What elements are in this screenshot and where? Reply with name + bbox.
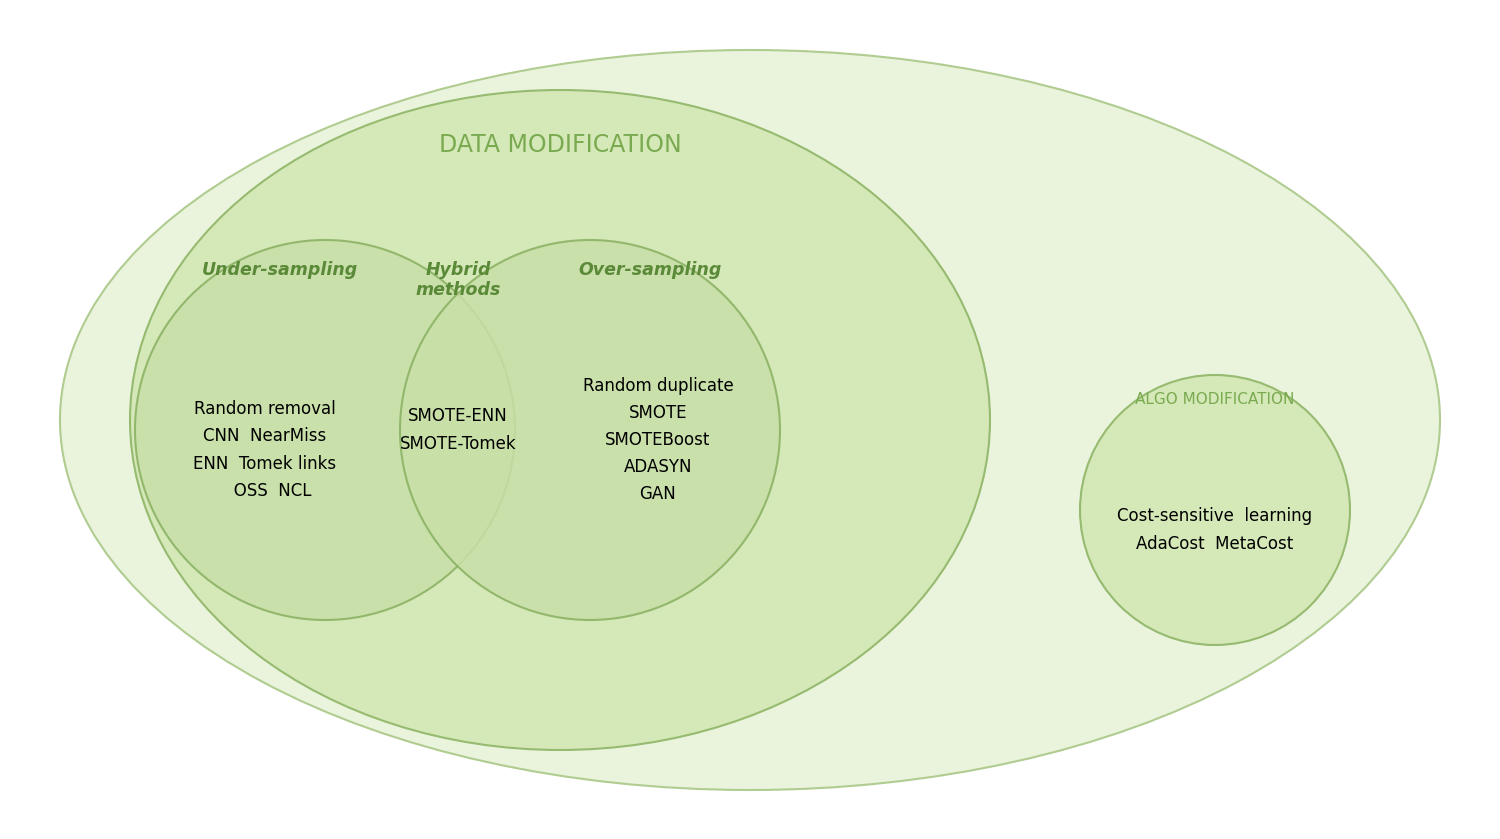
Text: Random duplicate
SMOTE
SMOTEBoost
ADASYN
GAN: Random duplicate SMOTE SMOTEBoost ADASYN… (582, 377, 734, 503)
Ellipse shape (130, 90, 990, 750)
Text: Under-sampling: Under-sampling (202, 261, 358, 279)
Ellipse shape (135, 240, 514, 620)
Text: ALGO MODIFICATION: ALGO MODIFICATION (1136, 393, 1294, 408)
Ellipse shape (60, 50, 1440, 790)
Text: Random removal
CNN  NearMiss
ENN  Tomek links
   OSS  NCL: Random removal CNN NearMiss ENN Tomek li… (194, 400, 336, 500)
Text: SMOTE-ENN
SMOTE-Tomek: SMOTE-ENN SMOTE-Tomek (399, 408, 516, 452)
Text: Over-sampling: Over-sampling (579, 261, 722, 279)
Ellipse shape (400, 240, 780, 620)
Text: DATA MODIFICATION: DATA MODIFICATION (438, 133, 681, 157)
Text: Cost-sensitive  learning
AdaCost  MetaCost: Cost-sensitive learning AdaCost MetaCost (1118, 508, 1312, 553)
Ellipse shape (1080, 375, 1350, 645)
Text: Hybrid
methods: Hybrid methods (416, 261, 501, 300)
